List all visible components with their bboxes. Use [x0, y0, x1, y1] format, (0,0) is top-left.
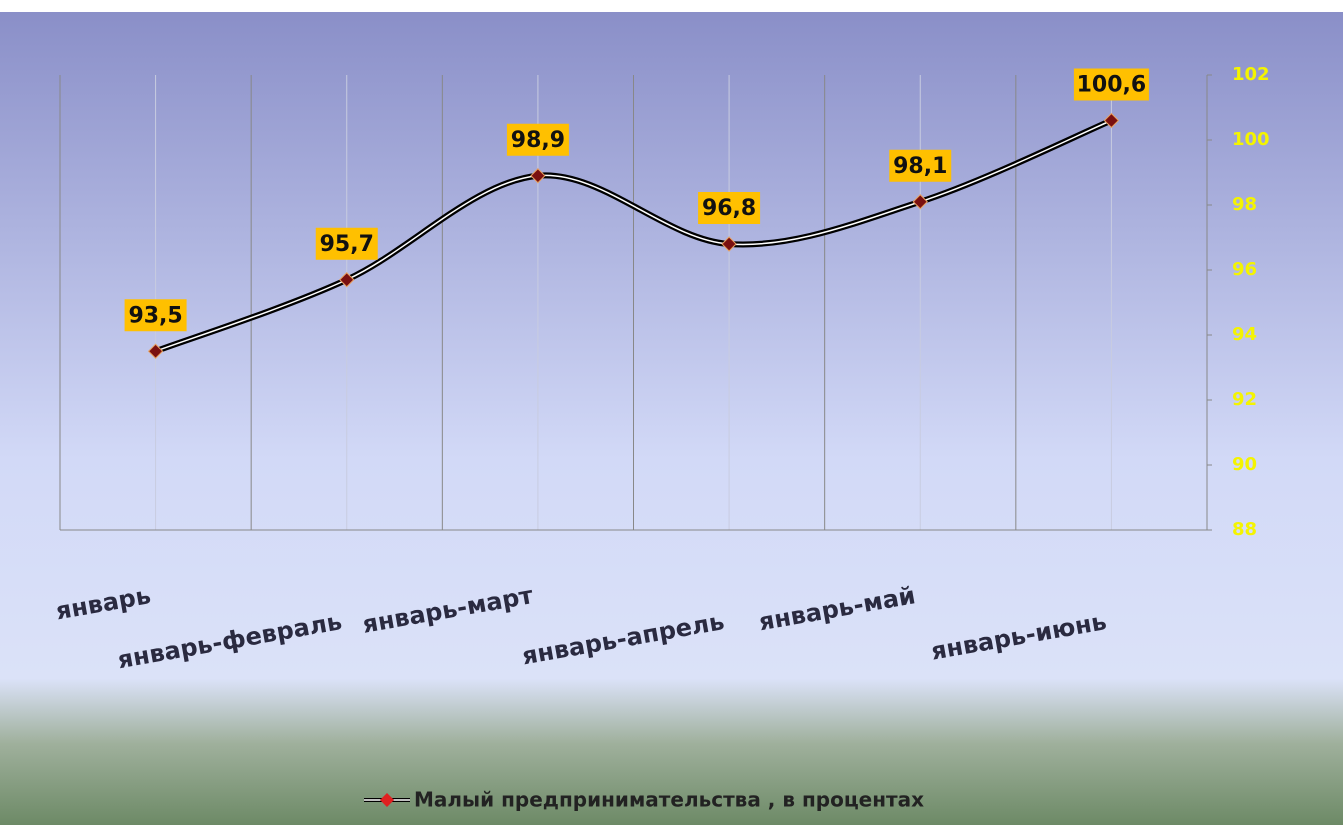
marker [1103, 112, 1120, 129]
data-label-box [315, 227, 378, 260]
data-label: 98,9 [511, 128, 565, 153]
data-label-box [889, 149, 952, 182]
y-tick-label: 94 [1232, 324, 1257, 345]
legend: Малый предпринимательства , в процентах [364, 788, 924, 812]
data-label-box [506, 123, 569, 156]
background [0, 12, 1343, 825]
data-label: 98,1 [893, 154, 947, 179]
marker [339, 272, 355, 288]
marker [721, 236, 737, 252]
series-line-highlight [155, 119, 1112, 352]
y-tick-label: 100 [1232, 129, 1270, 150]
y-tick-label: 96 [1232, 259, 1257, 280]
data-label-box [1073, 68, 1149, 101]
data-label: 93,5 [128, 303, 182, 328]
data-label-box [698, 192, 761, 224]
data-label-box [124, 299, 187, 332]
data-label: 100,6 [1077, 73, 1147, 98]
y-tick-label: 98 [1232, 194, 1257, 215]
legend-label: Малый предпринимательства , в процентах [414, 788, 924, 812]
legend-marker [380, 793, 394, 807]
y-tick-label: 88 [1232, 519, 1257, 540]
y-tick-label: 92 [1232, 389, 1257, 410]
marker [530, 168, 546, 184]
data-label: 96,8 [702, 196, 756, 221]
data-label: 95,7 [320, 232, 374, 257]
y-tick-label: 90 [1232, 454, 1257, 475]
marker [147, 343, 164, 359]
marker [912, 194, 928, 210]
y-tick-label: 102 [1232, 64, 1270, 85]
